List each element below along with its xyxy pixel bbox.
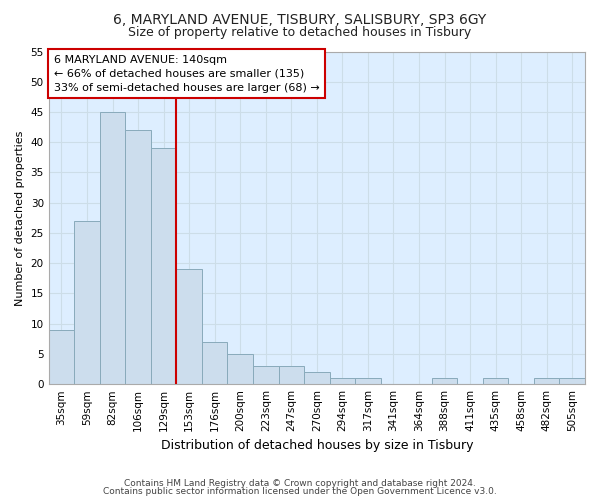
X-axis label: Distribution of detached houses by size in Tisbury: Distribution of detached houses by size … [161,440,473,452]
Y-axis label: Number of detached properties: Number of detached properties [15,130,25,306]
Bar [49,330,74,384]
Bar [74,221,100,384]
Bar [176,270,202,384]
Bar [534,378,559,384]
Bar [202,342,227,384]
Bar [432,378,457,384]
Bar [278,366,304,384]
Bar [483,378,508,384]
Text: 6 MARYLAND AVENUE: 140sqm
← 66% of detached houses are smaller (135)
33% of semi: 6 MARYLAND AVENUE: 140sqm ← 66% of detac… [54,55,320,93]
Text: Contains public sector information licensed under the Open Government Licence v3: Contains public sector information licen… [103,487,497,496]
Text: Contains HM Land Registry data © Crown copyright and database right 2024.: Contains HM Land Registry data © Crown c… [124,478,476,488]
Bar [355,378,380,384]
Bar [125,130,151,384]
Text: Size of property relative to detached houses in Tisbury: Size of property relative to detached ho… [128,26,472,39]
Bar [559,378,585,384]
Bar [151,148,176,384]
Bar [227,354,253,384]
Bar [329,378,355,384]
Text: 6, MARYLAND AVENUE, TISBURY, SALISBURY, SP3 6GY: 6, MARYLAND AVENUE, TISBURY, SALISBURY, … [113,12,487,26]
Bar [100,112,125,384]
Bar [304,372,329,384]
Bar [253,366,278,384]
